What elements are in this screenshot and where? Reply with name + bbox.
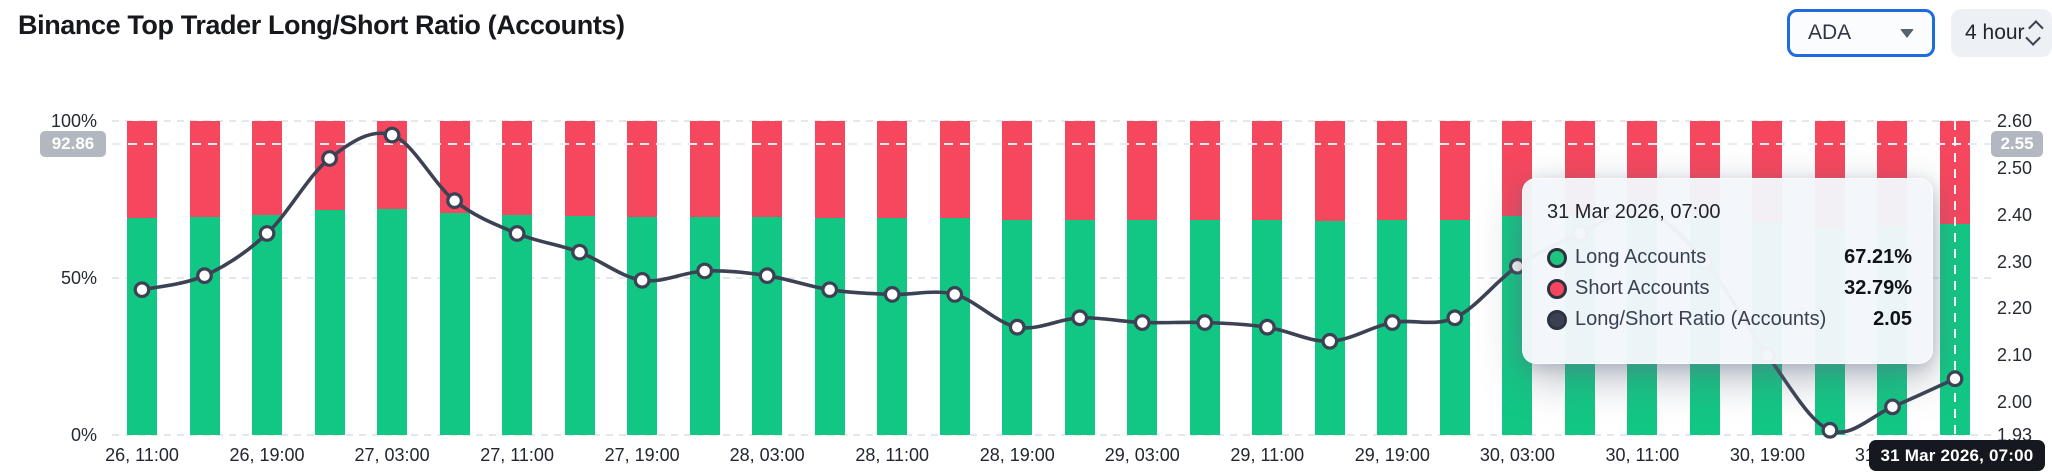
x-axis-tick: 28, 19:00	[979, 445, 1055, 465]
tooltip-value: 2.05	[1873, 308, 1912, 330]
crosshair-vertical-line	[1953, 121, 1956, 435]
x-axis-tick: 28, 03:00	[729, 445, 805, 465]
long-bar-segment	[1127, 219, 1158, 435]
stacked-bar[interactable]	[377, 121, 408, 435]
long-marker-icon	[1547, 247, 1567, 268]
stacked-bar[interactable]	[564, 121, 595, 435]
gridline	[112, 120, 1992, 122]
x-axis-tick: 26, 19:00	[229, 445, 305, 465]
stacked-bar[interactable]	[1127, 121, 1158, 435]
long-bar-segment	[689, 216, 720, 435]
stacked-bar[interactable]	[877, 121, 908, 435]
tooltip-value: 32.79%	[1844, 277, 1912, 299]
right-axis-tick: 2.10	[1997, 345, 2033, 366]
long-bar-segment	[189, 217, 220, 435]
tooltip-value: 67.21%	[1844, 246, 1912, 268]
x-axis-tick: 30, 11:00	[1605, 445, 1680, 465]
x-axis-tick: 27, 11:00	[480, 445, 554, 465]
stacked-bar[interactable]	[752, 121, 783, 435]
stacked-bar[interactable]	[627, 121, 658, 435]
long-bar-segment	[1439, 219, 1470, 435]
long-bar-segment	[1189, 219, 1220, 435]
symbol-select[interactable]: ADA	[1787, 9, 1935, 57]
long-bar-segment	[439, 212, 470, 435]
long-bar-segment	[1314, 221, 1345, 435]
stacked-bar[interactable]	[252, 121, 283, 435]
stacked-bar[interactable]	[1002, 121, 1033, 435]
right-axis-tick: 2.50	[1997, 157, 2033, 178]
stacked-bar[interactable]	[502, 121, 533, 435]
interval-select-value: 4 hour	[1965, 21, 2025, 44]
tooltip-label: Short Accounts	[1575, 277, 1710, 299]
x-axis-tick: 30, 03:00	[1479, 445, 1555, 465]
long-bar-segment	[252, 214, 283, 435]
up-down-chevrons-icon	[2025, 20, 2044, 46]
stacked-bar[interactable]	[939, 121, 970, 435]
symbol-select-value: ADA	[1808, 21, 1852, 44]
long-bar-segment	[127, 218, 157, 435]
short-marker-icon	[1547, 278, 1567, 299]
right-axis-tick: 2.60	[1997, 111, 2033, 131]
right-axis-tick: 2.30	[1997, 251, 2033, 272]
long-bar-segment	[1252, 220, 1283, 435]
left-axis-tick: 0%	[70, 425, 97, 445]
left-axis-tick: 50%	[60, 268, 97, 288]
long-bar-segment	[1064, 219, 1095, 435]
stacked-bar[interactable]	[814, 121, 845, 435]
long-bar-segment	[1002, 220, 1033, 435]
gridline	[112, 434, 1992, 436]
x-axis-tick: 29, 03:00	[1104, 445, 1180, 465]
interval-select[interactable]: 4 hour	[1951, 9, 2052, 57]
stacked-bar[interactable]	[1252, 121, 1283, 435]
crosshair-left-badge: 92.86	[40, 131, 106, 157]
tooltip-row-ratio: Long/Short Ratio (Accounts) 2.05	[1547, 304, 1912, 335]
stacked-bar[interactable]	[127, 121, 157, 435]
tooltip-row-short: Short Accounts 32.79%	[1547, 273, 1912, 304]
crosshair-right-badge: 2.55	[1991, 131, 2043, 157]
stacked-bar[interactable]	[314, 121, 345, 435]
long-bar-segment	[814, 218, 845, 435]
long-bar-segment	[627, 217, 658, 435]
tooltip-label: Long Accounts	[1575, 246, 1707, 268]
x-axis-tick: 27, 19:00	[604, 445, 680, 465]
x-axis-tick: 29, 19:00	[1354, 445, 1430, 465]
long-bar-segment	[752, 217, 783, 435]
left-axis-tick: 100%	[50, 111, 97, 131]
long-bar-segment	[502, 214, 533, 435]
stacked-bar[interactable]	[1314, 121, 1345, 435]
tooltip-row-long: Long Accounts 67.21%	[1547, 242, 1912, 273]
x-axis-tick: 27, 03:00	[354, 445, 430, 465]
stacked-bar[interactable]	[189, 121, 220, 435]
stacked-bar[interactable]	[689, 121, 720, 435]
page-title: Binance Top Trader Long/Short Ratio (Acc…	[18, 10, 625, 40]
chart-tooltip: 31 Mar 2026, 07:00 Long Accounts 67.21% …	[1522, 178, 1933, 364]
long-bar-segment	[377, 208, 408, 435]
crosshair-date-badge: 31 Mar 2026, 07:00	[1869, 440, 2045, 471]
long-bar-segment	[564, 215, 595, 435]
right-axis-tick: 2.00	[1997, 392, 2033, 413]
stacked-bar[interactable]	[1377, 121, 1408, 435]
tooltip-title: 31 Mar 2026, 07:00	[1547, 201, 1721, 223]
stacked-bar[interactable]	[439, 121, 470, 435]
right-axis-tick: 2.20	[1997, 298, 2033, 319]
right-axis-tick: 2.40	[1997, 204, 2033, 225]
long-bar-segment	[939, 218, 970, 435]
stacked-bar[interactable]	[1439, 121, 1470, 435]
crosshair-horizontal-line	[112, 143, 1992, 145]
long-bar-segment	[314, 210, 345, 435]
long-bar-segment	[877, 218, 908, 435]
tooltip-label: Long/Short Ratio (Accounts)	[1575, 308, 1827, 330]
ratio-marker-icon	[1547, 309, 1567, 330]
stacked-bar[interactable]	[1064, 121, 1095, 435]
chevron-down-icon	[1900, 28, 1914, 38]
long-bar-segment	[1377, 219, 1408, 435]
x-axis-tick: 30, 19:00	[1729, 445, 1805, 465]
x-axis-tick: 26, 11:00	[105, 445, 179, 465]
x-axis-tick: 28, 11:00	[855, 445, 930, 465]
stacked-bar[interactable]	[1189, 121, 1220, 435]
x-axis-tick: 29, 11:00	[1230, 445, 1305, 465]
